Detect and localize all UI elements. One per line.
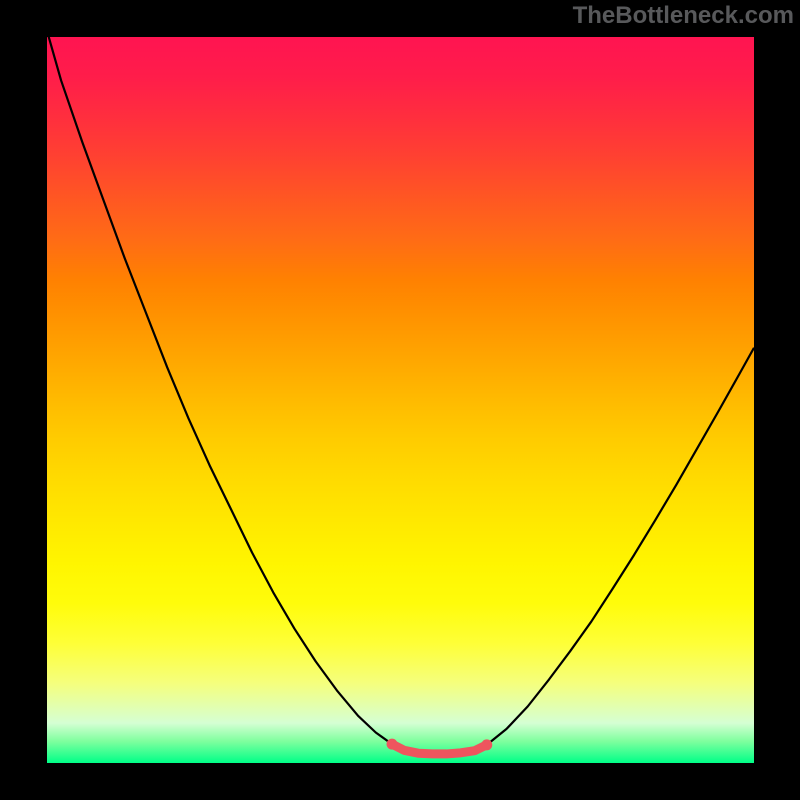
trough-highlight <box>392 744 487 754</box>
trough-end-dot <box>481 739 492 750</box>
watermark-text: TheBottleneck.com <box>573 2 794 30</box>
chart-frame: TheBottleneck.com <box>0 0 800 800</box>
trough-start-dot <box>387 739 398 750</box>
main-curve <box>48 37 754 754</box>
bottleneck-curve <box>47 37 754 763</box>
plot-area <box>47 37 754 763</box>
